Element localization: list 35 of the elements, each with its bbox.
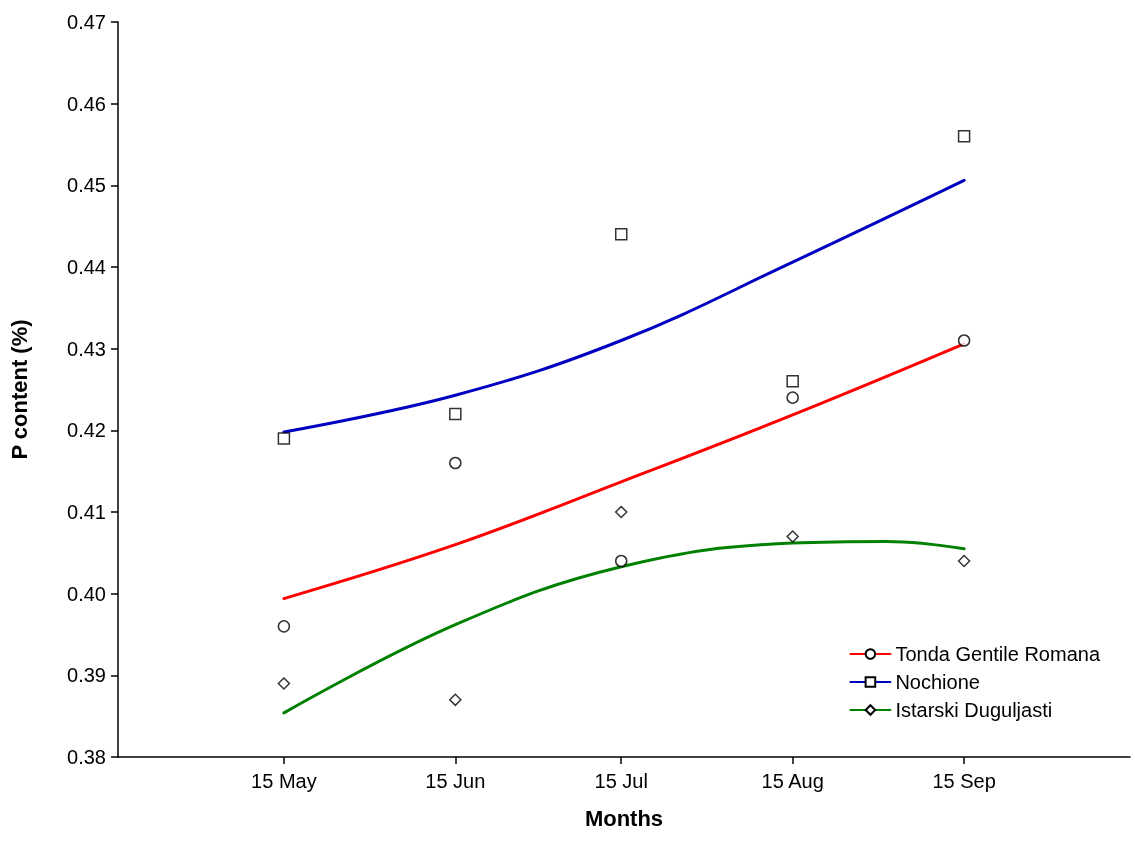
point	[957, 130, 971, 143]
point	[449, 693, 462, 707]
y-tick-label: 0.42	[67, 419, 106, 442]
point	[614, 228, 628, 241]
legend-label: Nochione	[895, 671, 980, 693]
point	[614, 505, 628, 519]
point	[957, 554, 971, 568]
y-tick-label: 0.47	[67, 11, 106, 33]
point	[957, 334, 971, 347]
x-tick-label: 15 Aug	[761, 770, 824, 792]
point	[786, 375, 799, 388]
point	[277, 677, 291, 690]
y-tick-label: 0.43	[67, 337, 106, 360]
x-tick-label: 15 Jun	[425, 770, 486, 792]
y-axis-title: P content (%)	[6, 319, 32, 460]
legend-label: Istarski Duguljasti	[895, 699, 1053, 721]
point	[449, 407, 462, 421]
y-tick-label: 0.46	[67, 92, 106, 115]
point	[277, 620, 291, 633]
point	[449, 456, 462, 470]
y-tick-label: 0.41	[67, 501, 106, 523]
y-tick-label: 0.45	[67, 174, 106, 197]
x-axis-title: Months	[584, 805, 664, 831]
x-tick-label: 15 Jul	[594, 770, 648, 792]
y-tick-label: 0.39	[67, 664, 106, 687]
y-tick-label: 0.40	[67, 582, 106, 605]
y-tick-label: 0.44	[67, 256, 106, 278]
point	[786, 530, 799, 543]
point	[786, 391, 799, 404]
point	[277, 432, 291, 445]
point	[615, 554, 628, 568]
y-tick-label: 0.38	[67, 746, 106, 768]
x-tick-label: 15 Sep	[932, 770, 996, 792]
legend-label: Tonda Gentile Romana	[895, 643, 1101, 665]
x-tick-label: 15 May	[251, 770, 317, 792]
